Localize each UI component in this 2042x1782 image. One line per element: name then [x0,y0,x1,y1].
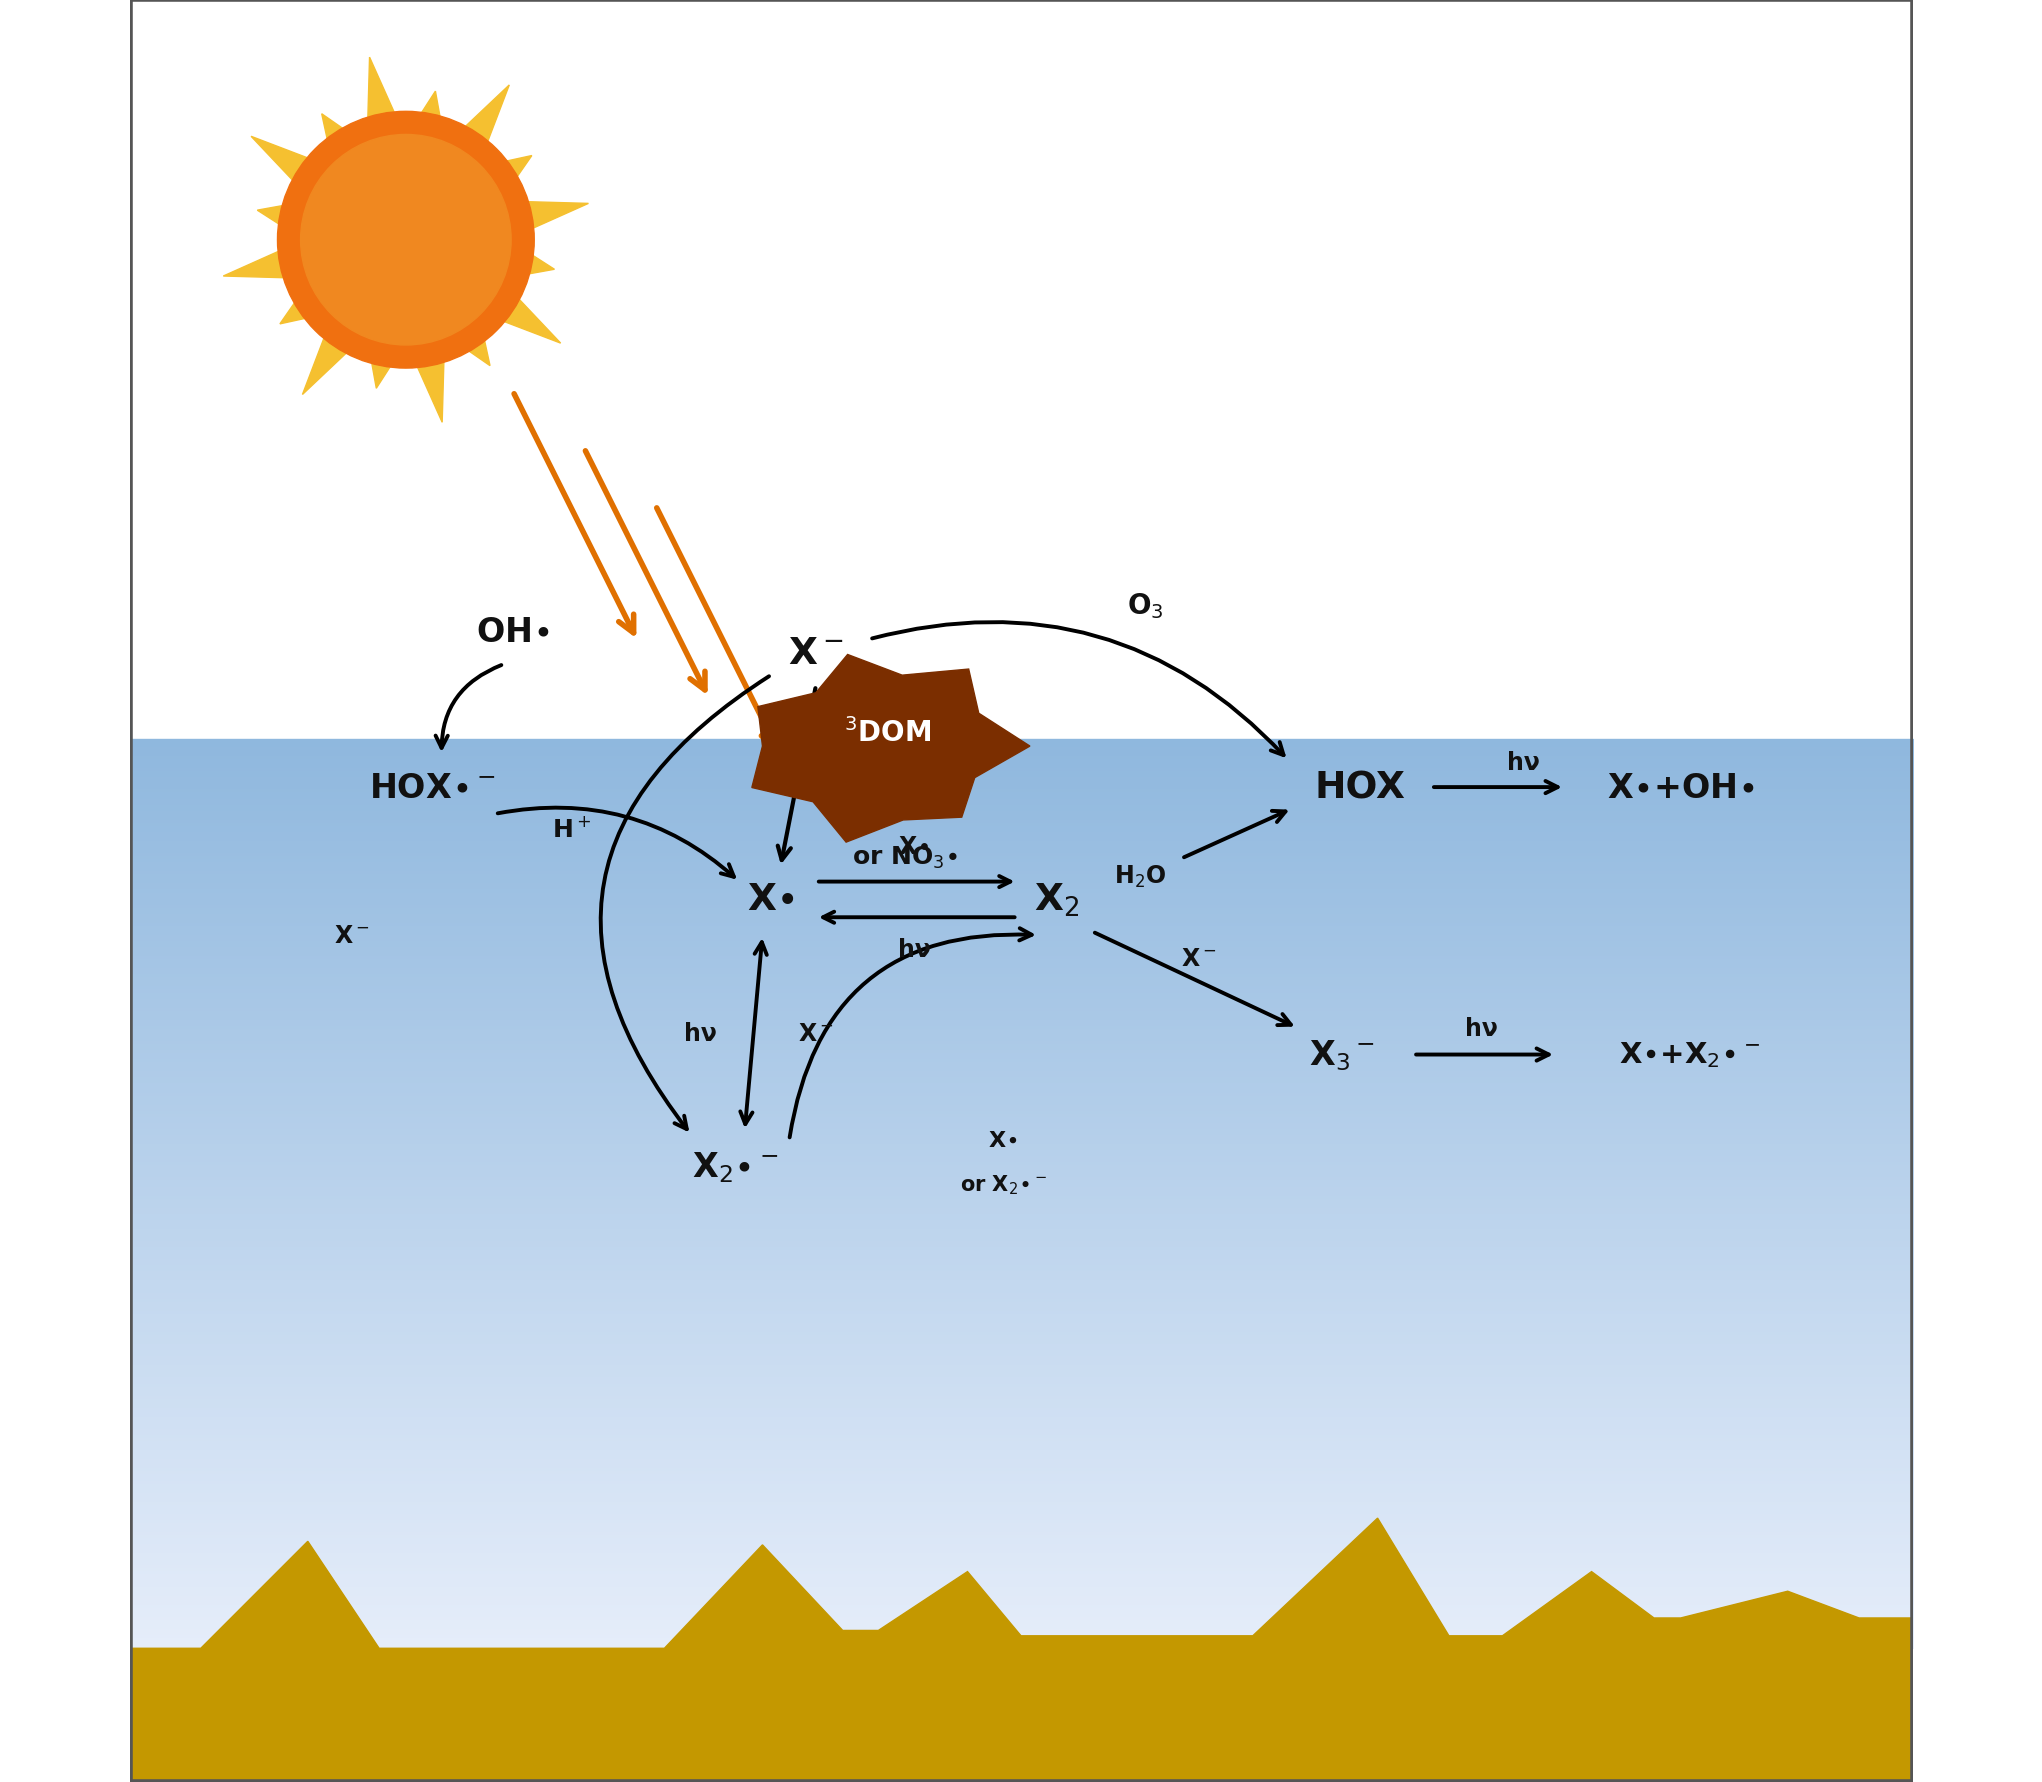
Text: X$\bullet$: X$\bullet$ [747,882,796,918]
Polygon shape [751,656,1029,843]
Polygon shape [257,201,308,239]
Text: X$_3$$^-$: X$_3$$^-$ [1309,1037,1374,1073]
Text: X$^-$: X$^-$ [335,923,370,948]
Text: HOX$\bullet$$^-$: HOX$\bullet$$^-$ [370,772,496,804]
Text: hν: hν [1507,750,1540,775]
Text: hν: hν [898,937,931,962]
Text: or X$_2$$\bullet$$^-$: or X$_2$$\bullet$$^-$ [960,1173,1048,1198]
Text: X$\bullet$+OH$\bullet$: X$\bullet$+OH$\bullet$ [1607,772,1754,804]
Polygon shape [482,282,562,344]
Text: H$^+$: H$^+$ [551,816,592,841]
Polygon shape [368,339,404,388]
Bar [129,0,1913,740]
Text: OH$\bullet$: OH$\bullet$ [476,617,549,649]
Polygon shape [482,157,531,200]
Polygon shape [251,137,331,200]
Text: X$\bullet$+X$_2$$\bullet$$^-$: X$\bullet$+X$_2$$\bullet$$^-$ [1619,1041,1760,1069]
Text: X$_2$$\bullet$$^-$: X$_2$$\bullet$$^-$ [692,1149,780,1185]
Polygon shape [280,282,331,324]
Circle shape [300,135,510,346]
Text: or NO$_3$$\bullet$: or NO$_3$$\bullet$ [852,845,958,870]
Text: O$_3$: O$_3$ [1127,592,1164,620]
Polygon shape [447,315,490,367]
Text: hν: hν [684,1021,717,1046]
Polygon shape [447,86,508,166]
Text: hν: hν [1464,1016,1497,1041]
Text: X$_2$: X$_2$ [1033,882,1080,918]
Text: H$_2$O: H$_2$O [1115,864,1166,889]
Text: X$^-$: X$^-$ [788,636,843,672]
Circle shape [278,112,535,369]
Polygon shape [302,315,363,396]
Polygon shape [129,1518,1913,1782]
Text: X$^-$: X$^-$ [1182,946,1217,971]
Text: $^3$DOM: $^3$DOM [843,718,931,747]
Text: X$^-$: X$^-$ [798,1021,833,1046]
Polygon shape [408,339,445,422]
Polygon shape [408,93,445,143]
Polygon shape [504,201,588,239]
Polygon shape [504,242,555,280]
Polygon shape [223,242,308,280]
Text: X$\bullet$: X$\bullet$ [988,1130,1017,1151]
Text: X$\bullet$: X$\bullet$ [898,834,929,859]
Polygon shape [368,59,404,143]
Polygon shape [323,114,363,166]
Text: HOX: HOX [1315,770,1405,805]
